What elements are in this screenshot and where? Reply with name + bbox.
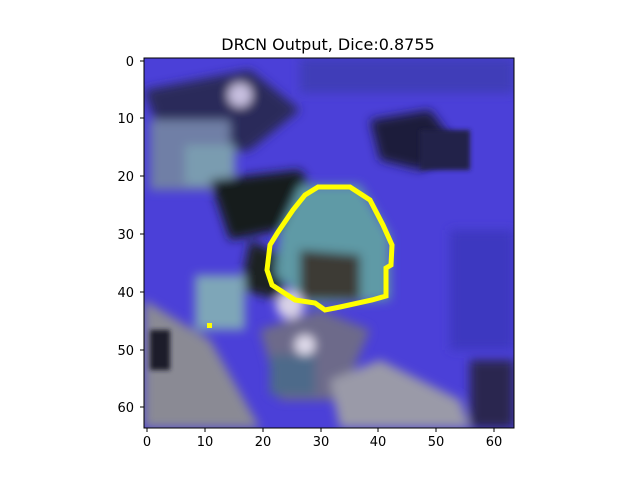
y-tick-label: 60	[117, 401, 134, 416]
y-tick-label: 40	[117, 286, 134, 301]
y-tick-label: 0	[126, 55, 134, 70]
x-tick-label: 0	[143, 435, 151, 450]
x-tick-label: 60	[486, 435, 503, 450]
y-tick-label: 20	[117, 170, 134, 185]
figure-title: DRCN Output, Dice:0.8755	[221, 35, 434, 54]
segmentation-contour	[207, 184, 395, 328]
x-tick-label: 20	[255, 435, 272, 450]
stray-pixel	[207, 323, 212, 328]
satellite-image	[144, 58, 514, 428]
x-tick-label: 40	[370, 435, 387, 450]
y-tick-label: 50	[117, 344, 134, 359]
x-tick-label: 30	[313, 435, 330, 450]
axes-frame	[143, 57, 515, 429]
x-tick-label: 10	[197, 435, 214, 450]
y-tick-label: 10	[117, 112, 134, 127]
x-axis: 0 10 20 30 40 50 60	[143, 428, 502, 450]
y-axis: 0 10 20 30 40 50 60	[117, 55, 144, 416]
y-tick-label: 30	[117, 228, 134, 243]
x-tick-label: 50	[428, 435, 445, 450]
